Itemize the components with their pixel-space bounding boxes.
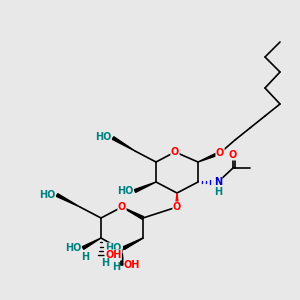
Text: N: N [214,177,222,187]
Polygon shape [198,152,220,162]
Polygon shape [134,182,156,192]
Text: HO: HO [106,243,122,253]
Polygon shape [112,137,135,151]
Text: HO: HO [39,190,55,200]
Text: HO: HO [117,186,133,196]
Text: O: O [216,148,224,158]
Polygon shape [82,238,101,249]
Text: H: H [214,187,222,197]
Text: O: O [118,202,126,212]
Text: HO: HO [94,132,111,142]
Text: O: O [173,202,181,212]
Text: H: H [112,262,120,272]
Polygon shape [56,194,80,207]
Text: H: H [101,258,109,268]
Polygon shape [122,207,144,219]
Polygon shape [121,250,124,265]
Polygon shape [176,193,178,207]
Text: O: O [171,147,179,157]
Polygon shape [123,238,143,249]
Text: OH: OH [105,250,122,260]
Text: OH: OH [124,260,140,270]
Text: O: O [229,150,237,160]
Text: HO: HO [64,243,81,253]
Text: H: H [81,252,89,262]
